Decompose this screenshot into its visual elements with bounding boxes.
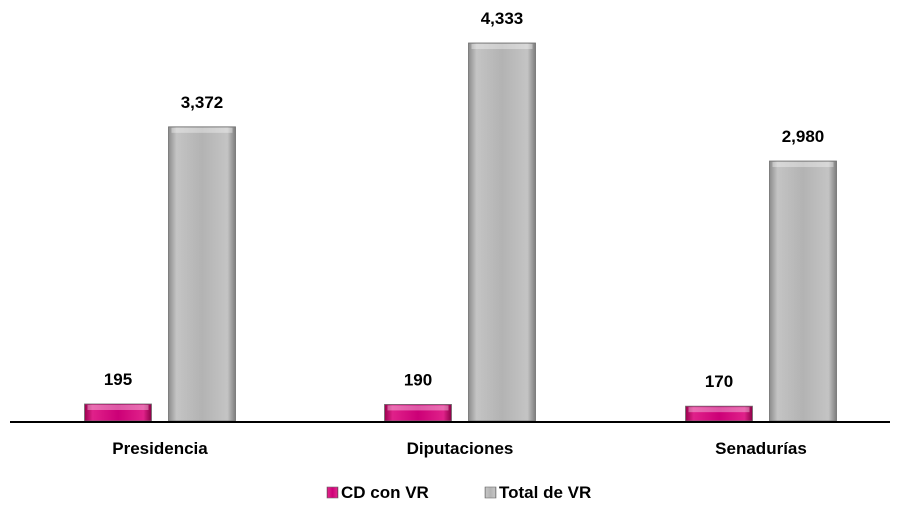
bar-total-de-vr-2 [468, 42, 536, 422]
data-label-total-de-vr-1: 3,372 [181, 93, 224, 112]
legend: CD con VR Total de VR [326, 483, 591, 502]
category-label-3: Senadurías [715, 439, 807, 458]
bar-highlight [87, 404, 149, 410]
category-label-1: Presidencia [112, 439, 208, 458]
bar-highlight [688, 407, 750, 413]
bar-highlight [471, 44, 533, 49]
legend-label-total-de-vr: Total de VR [499, 483, 591, 502]
bar-highlight [171, 127, 233, 133]
data-label-cd-con-vr-2: 190 [404, 370, 432, 389]
bar-highlight [387, 405, 449, 411]
bars-layer [84, 42, 837, 422]
legend-swatch-cd-con-vr [326, 486, 339, 499]
legend-label-cd-con-vr: CD con VR [341, 483, 429, 502]
bar-highlight [772, 162, 834, 168]
data-label-total-de-vr-2: 4,333 [481, 9, 524, 28]
data-label-cd-con-vr-3: 170 [705, 372, 733, 391]
legend-swatch-total-de-vr [484, 486, 497, 499]
labels-layer: 195 3,372 Presidencia 190 4,333 Diputaciones 1… [104, 9, 824, 458]
category-label-2: Diputaciones [407, 439, 514, 458]
data-label-total-de-vr-3: 2,980 [782, 127, 825, 146]
bar-total-de-vr-1 [168, 126, 236, 422]
data-label-cd-con-vr-1: 195 [104, 370, 132, 389]
bar-total-de-vr-3 [769, 160, 837, 422]
